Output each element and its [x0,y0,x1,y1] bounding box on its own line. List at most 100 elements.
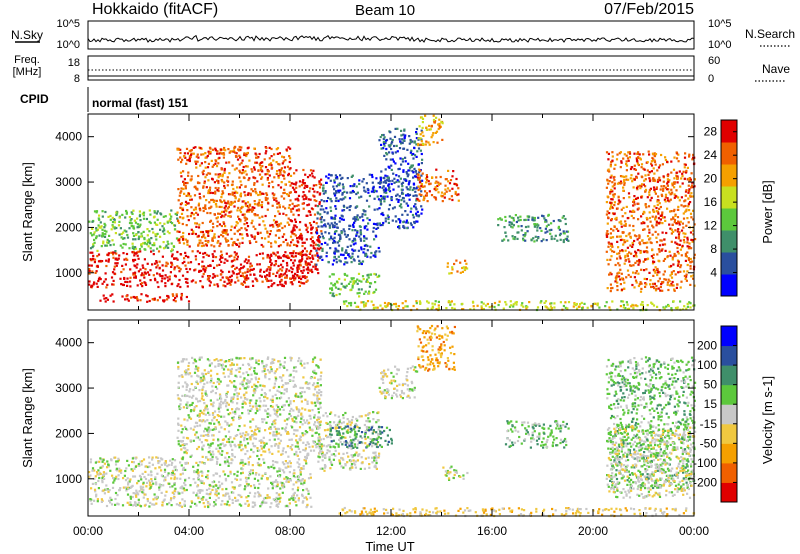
data-cell [676,177,679,180]
data-cell [89,474,92,477]
data-cell [184,203,187,206]
data-cell [181,158,184,161]
data-cell [428,190,431,193]
data-cell [213,501,216,504]
data-cell [110,276,114,279]
data-cell [226,460,229,463]
data-cell [390,198,393,202]
data-cell [635,270,638,273]
data-cell [357,305,360,308]
noise-sky-label: N.Sky [11,28,43,42]
data-cell [383,142,386,145]
data-cell [637,249,640,252]
data-cell [300,482,303,485]
data-cell [498,300,501,303]
data-cell [449,301,452,304]
data-cell [312,244,315,247]
data-cell [401,181,405,184]
data-cell [224,285,227,288]
data-cell [357,272,361,275]
data-cell [638,261,641,264]
data-cell [285,480,288,483]
data-cell [183,178,186,181]
data-cell [651,233,654,236]
data-cell [131,245,134,248]
data-cell [636,305,639,308]
data-cell [308,190,311,193]
data-cell [221,173,224,176]
data-cell [316,205,320,208]
data-cell [278,500,282,503]
data-cell [358,235,361,238]
data-cell [281,155,284,158]
data-cell [342,253,345,257]
data-cell [264,198,267,201]
data-cell [214,147,217,150]
data-cell [201,260,204,263]
data-cell [258,204,261,207]
data-cell [113,226,116,229]
data-cell [579,303,582,306]
data-cell [307,489,310,492]
data-cell [651,282,655,285]
data-cell [171,491,174,494]
data-cell [296,245,299,248]
data-cell [550,307,553,310]
data-cell [214,256,218,259]
data-cell [674,229,677,232]
data-cell [399,221,402,224]
data-cell [184,462,187,465]
data-cell [239,148,242,152]
data-cell [240,267,243,270]
data-cell [198,251,202,254]
data-cell [288,460,291,463]
data-cell [417,185,420,188]
data-cell [311,254,314,257]
data-cell [262,220,265,223]
data-cell [633,152,636,155]
data-cell [675,174,678,177]
data-cell [287,194,290,197]
data-cell [386,176,389,179]
data-cell [311,256,314,259]
data-cell [207,501,210,504]
data-cell [261,280,264,283]
data-cell [375,235,378,238]
data-cell [295,504,298,507]
data-cell [450,300,453,303]
data-cell [676,230,679,233]
data-cell [185,281,188,284]
data-cell [664,219,667,222]
data-cell [230,491,233,494]
data-cell [566,307,569,310]
data-cell [678,199,681,202]
data-cell [621,249,624,252]
data-cell [292,226,295,229]
data-cell [675,189,678,192]
data-cell [195,461,198,464]
data-cell [236,230,239,233]
data-cell [610,244,613,247]
data-cell [215,205,218,208]
data-cell [306,226,309,229]
data-cell [291,252,294,255]
data-cell [653,178,656,181]
data-cell [151,458,154,461]
data-cell [278,274,281,277]
data-cell [415,302,418,305]
data-cell [184,238,187,241]
data-cell [206,476,209,479]
data-cell [341,247,344,250]
data-cell [389,137,392,140]
data-cell [101,479,104,482]
data-cell [113,251,116,254]
data-cell [240,227,243,230]
data-cell [131,460,134,464]
data-cell [111,224,114,227]
data-cell [373,290,376,294]
data-cell [373,197,376,200]
data-cell [366,300,370,303]
data-cell [692,153,695,156]
data-cell [187,300,191,303]
data-cell [610,203,613,206]
